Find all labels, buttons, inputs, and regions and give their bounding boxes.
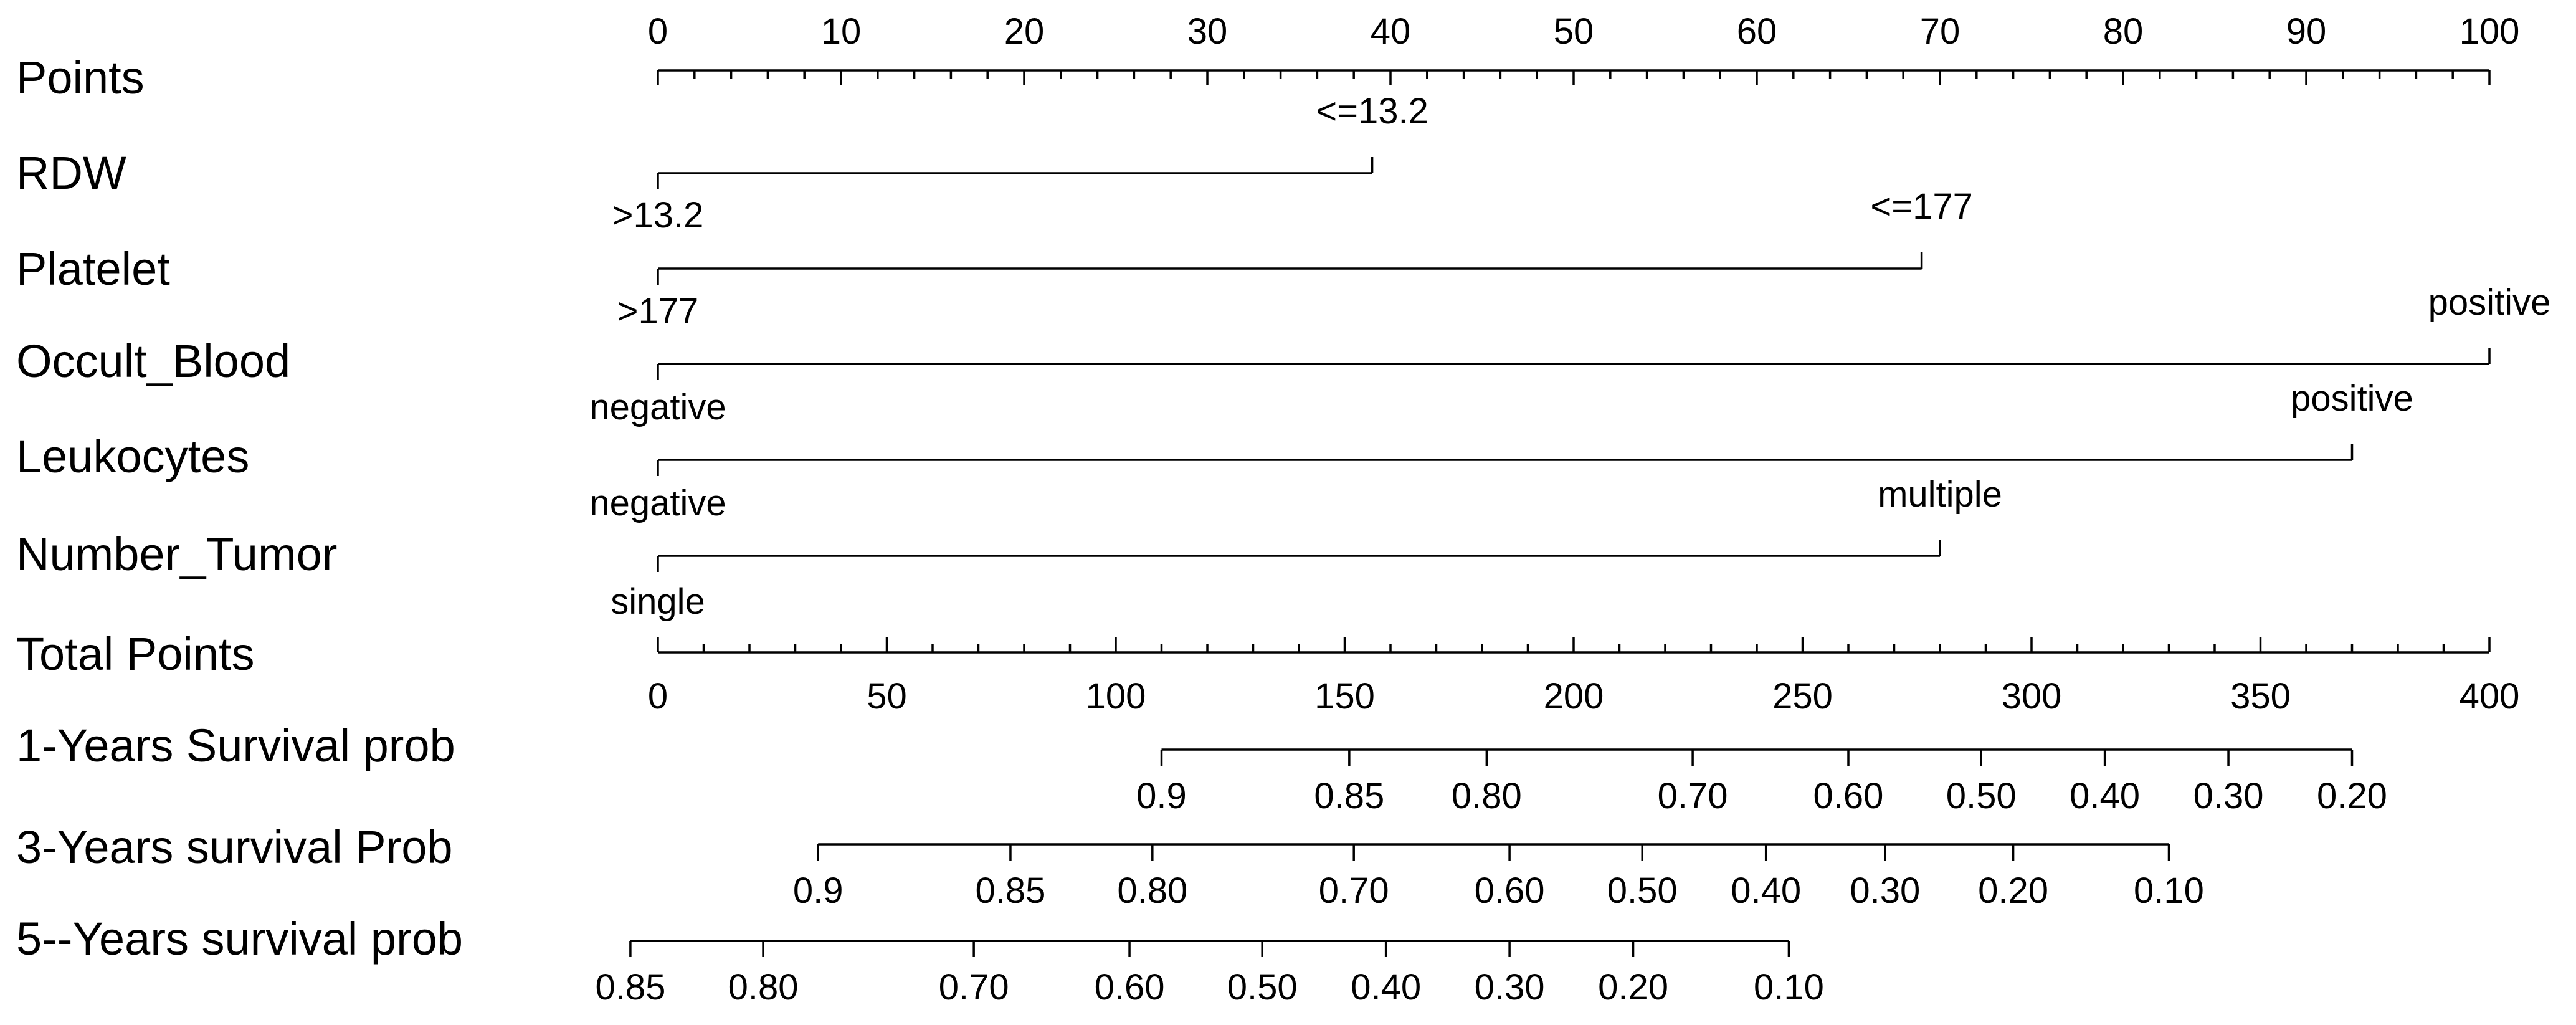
row-label-5yr-survival: 5--Years survival prob	[16, 913, 463, 965]
total-points-tick-label: 400	[2460, 676, 2520, 717]
nomogram-scales: 0 10 20 30 40 50 60 70 80 90 100 <=13.2 >13.2 <=177 >1…	[589, 11, 2550, 1008]
3-years-survival-prob-tick-label: 0.85	[976, 870, 1046, 911]
points-tick-label: 100	[2460, 11, 2520, 52]
3-years-survival-prob-tick-label: 0.20	[1978, 870, 2048, 911]
3-years-survival-prob-tick-label: 0.10	[2134, 870, 2204, 911]
1-years-survival-prob-tick-label: 0.85	[1314, 776, 1384, 816]
total-points-tick-label: 50	[867, 676, 907, 717]
row-label-total-points: Total Points	[16, 628, 255, 680]
1-years-survival-prob-tick-label: 0.40	[2070, 776, 2140, 816]
number-tumor-level-label: single	[611, 581, 705, 622]
leukocytes-level-label: positive	[2291, 378, 2413, 419]
5-years-survival-prob-tick-label: 0.60	[1095, 967, 1165, 1008]
row-labels: Points RDW Platelet Occult_Blood Leukocy…	[16, 52, 463, 965]
row-label-points: Points	[16, 52, 145, 103]
points-tick-label: 80	[2103, 11, 2144, 52]
5-years-survival-prob-tick-label: 0.20	[1598, 967, 1668, 1008]
1-years-survival-prob-tick-label: 0.80	[1452, 776, 1522, 816]
row-label-rdw: RDW	[16, 147, 126, 199]
5-years-survival-prob-tick-label: 0.85	[595, 967, 665, 1008]
1-years-survival-prob-tick-label: 0.20	[2317, 776, 2387, 816]
leukocytes-level-label: negative	[589, 483, 726, 523]
total-points-tick-label: 350	[2230, 676, 2291, 717]
points-tick-label: 10	[821, 11, 862, 52]
3-years-survival-prob-tick-label: 0.40	[1731, 870, 1801, 911]
5-years-survival-prob-tick-label: 0.40	[1351, 967, 1421, 1008]
5-years-survival-prob-tick-label: 0.50	[1227, 967, 1298, 1008]
3-years-survival-prob-tick-label: 0.80	[1117, 870, 1187, 911]
3-years-survival-prob-tick-label: 0.60	[1475, 870, 1545, 911]
total-points-tick-label: 300	[2002, 676, 2062, 717]
row-label-3yr-survival: 3-Years survival Prob	[16, 821, 453, 873]
total-points-tick-label: 250	[1772, 676, 1833, 717]
platelet-level-label: <=177	[1870, 186, 1973, 227]
5-years-survival-prob-tick-label: 0.10	[1754, 967, 1824, 1008]
points-tick-label: 50	[1554, 11, 1594, 52]
occult-blood-level-label: positive	[2428, 282, 2551, 323]
points-tick-label: 20	[1004, 11, 1045, 52]
total-points-tick-label: 200	[1544, 676, 1604, 717]
row-label-number-tumor: Number_Tumor	[16, 528, 337, 580]
1-years-survival-prob-tick-label: 0.70	[1658, 776, 1728, 816]
points-tick-label: 30	[1187, 11, 1228, 52]
5-years-survival-prob-tick-label: 0.30	[1475, 967, 1545, 1008]
row-label-occult-blood: Occult_Blood	[16, 335, 290, 387]
total-points-tick-label: 0	[648, 676, 668, 717]
1-years-survival-prob-tick-label: 0.60	[1813, 776, 1884, 816]
1-years-survival-prob-tick-label: 0.30	[2193, 776, 2264, 816]
3-years-survival-prob-tick-label: 0.50	[1607, 870, 1678, 911]
3-years-survival-prob-tick-label: 0.70	[1319, 870, 1389, 911]
1-years-survival-prob-tick-label: 0.9	[1136, 776, 1187, 816]
points-tick-label: 40	[1371, 11, 1411, 52]
row-label-1yr-survival: 1-Years Survival prob	[16, 720, 455, 771]
rdw-level-label: <=13.2	[1316, 91, 1428, 131]
number-tumor-level-label: multiple	[1878, 474, 2002, 515]
row-label-leukocytes: Leukocytes	[16, 431, 249, 482]
total-points-tick-label: 100	[1086, 676, 1146, 717]
points-tick-label: 90	[2286, 11, 2327, 52]
points-tick-label: 60	[1737, 11, 1777, 52]
total-points-tick-label: 150	[1314, 676, 1375, 717]
5-years-survival-prob-tick-label: 0.80	[728, 967, 799, 1008]
points-tick-label: 70	[1920, 11, 1961, 52]
1-years-survival-prob-tick-label: 0.50	[1946, 776, 2017, 816]
platelet-level-label: >177	[617, 291, 699, 331]
3-years-survival-prob-tick-label: 0.9	[793, 870, 844, 911]
occult-blood-level-label: negative	[589, 387, 726, 427]
5-years-survival-prob-tick-label: 0.70	[939, 967, 1009, 1008]
row-label-platelet: Platelet	[16, 243, 170, 295]
rdw-level-label: >13.2	[612, 195, 704, 236]
3-years-survival-prob-tick-label: 0.30	[1850, 870, 1920, 911]
points-tick-label: 0	[648, 11, 668, 52]
